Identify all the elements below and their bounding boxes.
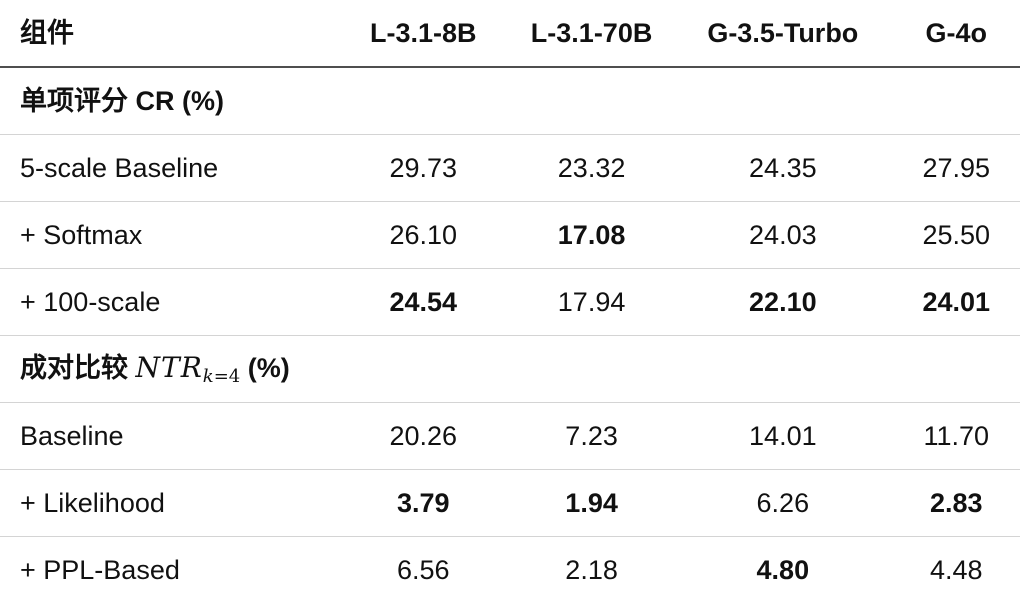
value-cell: 11.70 <box>923 420 990 451</box>
value-cell: 7.23 <box>565 420 618 451</box>
section-header-row: 成对比较 NTRk=4 (%) <box>0 336 1020 403</box>
value-cell-best: 22.10 <box>749 286 817 317</box>
column-header-g35-turbo: G-3.5-Turbo <box>673 0 893 68</box>
table-body: 单项评分 CR (%) 5-scale Baseline 29.73 23.32 24.… <box>0 67 1020 598</box>
value-cell-best: 1.94 <box>565 487 618 518</box>
section-header: 单项评分 CR (%) <box>0 67 1020 135</box>
header-row: 组件 L-3.1-8B L-3.1-70B G-3.5-Turbo G-4o <box>0 0 1020 68</box>
value-cell: 29.73 <box>389 152 458 183</box>
table-row: + PPL-Based 6.56 2.18 4.80 4.48 <box>0 537 1020 598</box>
section-header-text: 成对比较 <box>20 352 136 383</box>
value-cell: 4.48 <box>929 554 983 585</box>
table-row: + 100-scale 24.54 17.94 22.10 24.01 <box>0 269 1020 336</box>
value-cell: 6.56 <box>397 554 450 585</box>
row-label: + 100-scale <box>20 286 161 317</box>
value-cell: 20.26 <box>389 420 458 451</box>
value-cell: 24.35 <box>749 152 817 183</box>
section-header-row: 单项评分 CR (%) <box>0 67 1020 135</box>
value-cell-best: 2.83 <box>929 487 983 518</box>
column-header-component: 组件 <box>0 0 337 68</box>
value-cell-best: 4.80 <box>756 554 810 585</box>
section-header-text: (%) <box>240 352 290 383</box>
value-cell-best: 3.79 <box>397 487 450 518</box>
row-label: + Likelihood <box>20 487 165 518</box>
column-header-l31-70b: L-3.1-70B <box>509 0 674 68</box>
value-cell: 14.01 <box>749 420 817 451</box>
value-cell: 23.32 <box>557 152 626 183</box>
row-label: + Softmax <box>20 219 143 250</box>
math-symbol: NTR <box>135 350 203 384</box>
table-row: 5-scale Baseline 29.73 23.32 24.35 27.95 <box>0 135 1020 202</box>
value-cell: 17.94 <box>557 286 626 317</box>
row-label: Baseline <box>20 420 124 451</box>
table-row: + Likelihood 3.79 1.94 6.26 2.83 <box>0 470 1020 537</box>
row-label: 5-scale Baseline <box>20 152 219 183</box>
column-header-l31-8b: L-3.1-8B <box>336 0 510 68</box>
value-cell: 24.03 <box>749 219 817 250</box>
section-header-text: =4 <box>213 365 241 387</box>
value-cell: 2.18 <box>565 554 618 585</box>
value-cell-best: 17.08 <box>557 219 626 250</box>
value-cell-best: 24.01 <box>922 286 991 317</box>
value-cell: 25.50 <box>922 219 991 250</box>
table-row: + Softmax 26.10 17.08 24.03 25.50 <box>0 202 1020 269</box>
column-header-g4o: G-4o <box>892 0 1020 68</box>
value-cell: 6.26 <box>756 487 810 518</box>
value-cell: 26.10 <box>389 219 458 250</box>
section-header-text: 单项评分 CR (%) <box>20 85 224 116</box>
section-header-text: k <box>202 365 214 387</box>
value-cell: 27.95 <box>922 152 991 183</box>
section-header: 成对比较 NTRk=4 (%) <box>0 336 1020 403</box>
row-label: + PPL-Based <box>20 554 180 585</box>
value-cell-best: 24.54 <box>389 286 458 317</box>
table-row: Baseline 20.26 7.23 14.01 11.70 <box>0 403 1020 470</box>
